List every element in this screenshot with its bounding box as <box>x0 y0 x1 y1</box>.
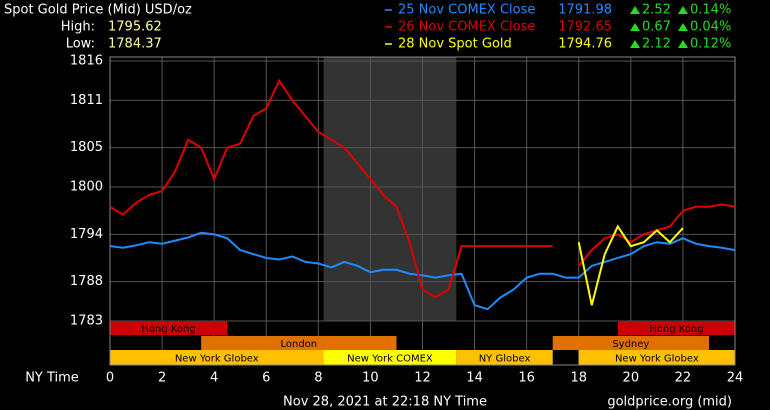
change-percent: 0.12% <box>690 37 731 52</box>
up-arrow <box>678 6 688 14</box>
y-tick-label: 1783 <box>70 314 103 329</box>
session-bar <box>110 321 228 335</box>
up-arrow <box>630 23 640 31</box>
up-arrow <box>678 40 688 48</box>
price-line <box>109 231 736 311</box>
up-arrow <box>630 6 640 14</box>
session-label: NY Globex <box>479 354 531 365</box>
x-tick-label: 22 <box>675 371 692 386</box>
up-arrow <box>678 23 688 31</box>
session-bar <box>201 336 397 350</box>
x-axis-label: NY Time <box>25 371 79 386</box>
chart-title: Spot Gold Price (Mid) USD/oz <box>4 3 192 18</box>
session-label: Sydney <box>612 339 649 350</box>
y-tick-label: 1805 <box>70 140 103 155</box>
high-value: 1795.62 <box>108 20 162 35</box>
legend-entry: 25 Nov COMEX Close <box>398 3 535 18</box>
session-bar <box>110 350 324 365</box>
high-label: High: <box>61 20 95 35</box>
close-value: 1794.76 <box>558 37 612 52</box>
x-tick-label: 10 <box>362 371 379 386</box>
session-bar <box>617 321 735 335</box>
change-percent: 0.04% <box>690 20 731 35</box>
legend-entry: 28 Nov Spot Gold <box>398 37 512 52</box>
session-label: New York Globex <box>175 354 259 365</box>
x-tick-label: 24 <box>727 371 744 386</box>
x-tick-label: 18 <box>570 371 587 386</box>
session-bar <box>323 350 457 365</box>
x-tick-label: 0 <box>106 371 114 386</box>
price-line <box>577 224 684 306</box>
y-tick-label: 1811 <box>70 93 103 108</box>
legend-entry: 26 Nov COMEX Close <box>398 20 535 35</box>
y-tick-label: 1800 <box>70 180 103 195</box>
close-value: 1791.98 <box>558 3 612 18</box>
x-tick-label: 12 <box>414 371 431 386</box>
session-bar <box>552 336 709 350</box>
change-percent: 0.14% <box>690 3 731 18</box>
session-label: Hong Kong <box>649 324 703 335</box>
x-tick-label: 6 <box>262 371 270 386</box>
y-tick-label: 1794 <box>70 227 103 242</box>
session-label: New York COMEX <box>347 354 433 365</box>
change-value: 2.52 <box>642 3 671 18</box>
change-value: 0.67 <box>642 20 671 35</box>
session-bar <box>578 350 735 365</box>
up-arrow <box>630 40 640 48</box>
session-label: Hong Kong <box>141 324 195 335</box>
session-label: New York Globex <box>615 354 699 365</box>
y-tick-label: 1816 <box>70 54 103 69</box>
session-label: London <box>280 339 317 350</box>
y-tick-label: 1788 <box>70 274 103 289</box>
close-value: 1792.65 <box>558 20 612 35</box>
x-tick-label: 8 <box>314 371 322 386</box>
x-tick-label: 16 <box>518 371 535 386</box>
change-value: 2.12 <box>642 37 671 52</box>
x-tick-label: 20 <box>623 371 640 386</box>
price-line <box>109 78 553 299</box>
session-bar <box>456 350 553 365</box>
x-tick-label: 14 <box>466 371 483 386</box>
plot-frame <box>109 56 736 366</box>
x-tick-label: 2 <box>158 371 166 386</box>
x-tick-label: 4 <box>210 371 218 386</box>
low-label: Low: <box>66 37 95 52</box>
low-value: 1784.37 <box>108 37 162 52</box>
source: goldprice.org (mid) <box>607 395 732 410</box>
timestamp: Nov 28, 2021 at 22:18 NY Time <box>283 395 487 410</box>
